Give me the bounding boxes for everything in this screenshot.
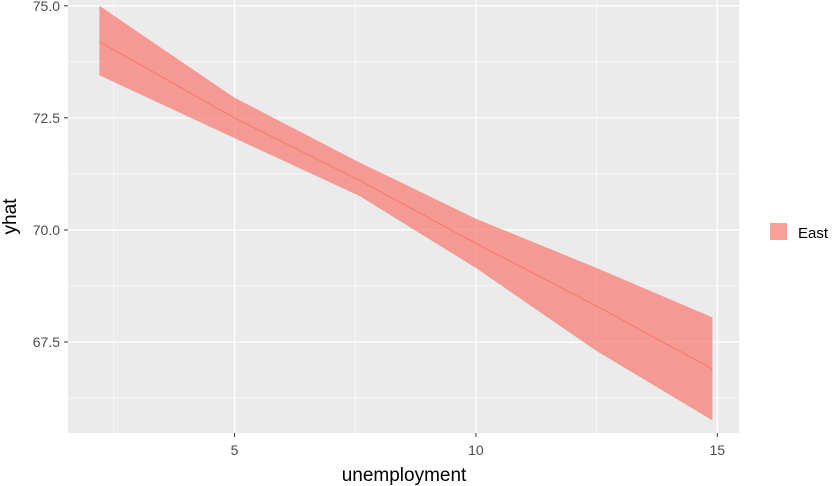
x-tick-label: 15 (709, 442, 725, 458)
legend-label: East (798, 225, 829, 242)
x-tick-label: 5 (231, 442, 239, 458)
y-axis: 67.5 70.0 72.5 75.0 (33, 0, 68, 350)
y-tick-label: 75.0 (33, 0, 60, 14)
y-tick-label: 70.0 (33, 222, 60, 238)
x-axis: 5 10 15 (231, 433, 725, 458)
fit-line (99, 41, 713, 370)
y-tick-label: 72.5 (33, 110, 60, 126)
y-tick-label: 67.5 (33, 334, 60, 350)
y-axis-title: yhat (0, 198, 21, 235)
legend: East (770, 223, 829, 242)
x-axis-title: unemployment (342, 465, 467, 486)
confidence-ribbon (99, 5, 713, 421)
series-layer (99, 5, 713, 421)
x-tick-label: 10 (468, 442, 484, 458)
legend-key (770, 223, 787, 240)
